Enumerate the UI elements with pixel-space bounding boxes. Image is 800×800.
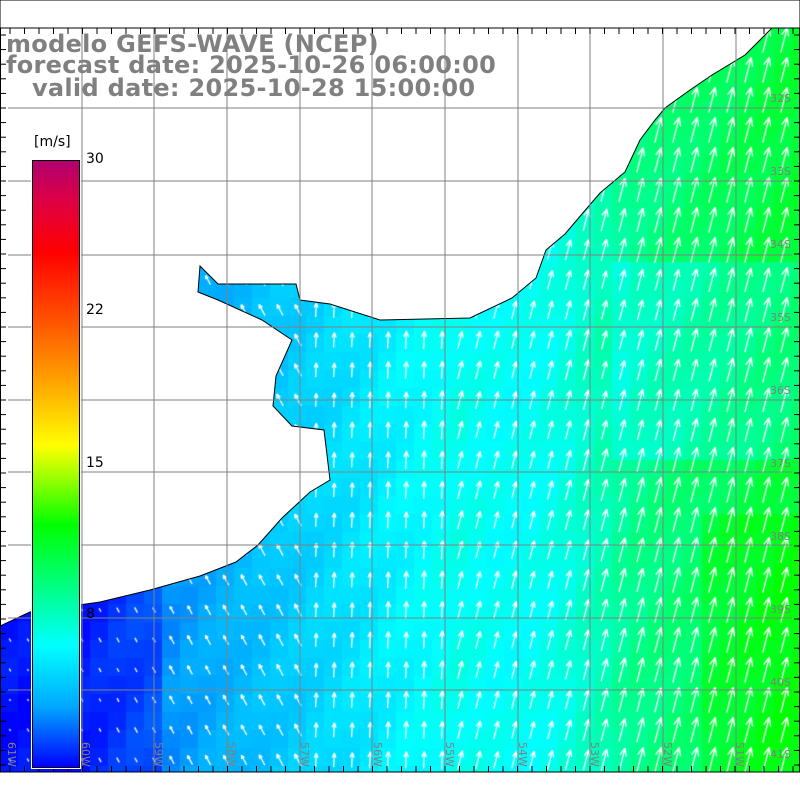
lat-label: 32S bbox=[770, 92, 791, 105]
valid-date: valid date: 2025-10-28 15:00:00 bbox=[6, 74, 476, 102]
lon-label: 54W bbox=[516, 742, 529, 767]
colorbar-label-30: 30 bbox=[86, 151, 104, 167]
lon-label: 56W bbox=[371, 742, 384, 767]
lon-label: 57W bbox=[298, 742, 311, 767]
colorbar-label-8: 8 bbox=[86, 606, 95, 622]
lon-label: 60W bbox=[79, 742, 92, 767]
lat-label: 39S bbox=[770, 603, 791, 616]
graticule bbox=[8, 28, 792, 772]
lat-label: 34S bbox=[770, 238, 791, 251]
lon-label: 58W bbox=[225, 742, 238, 767]
lat-label: 35S bbox=[770, 311, 791, 324]
lon-label: 55W bbox=[443, 742, 456, 767]
lon-label: 59W bbox=[152, 742, 165, 767]
model-title: modelo GEFS-WAVE (NCEP) bbox=[6, 30, 379, 58]
lon-label: 52W bbox=[661, 742, 674, 767]
lat-label: 38S bbox=[770, 530, 791, 543]
colorbar bbox=[32, 160, 80, 768]
lat-label: 33S bbox=[770, 165, 791, 178]
colorbar-unit: [m/s] bbox=[34, 134, 71, 150]
lat-label: 36S bbox=[770, 384, 791, 397]
lat-label: 41S bbox=[770, 748, 791, 761]
lon-label: 61W bbox=[5, 742, 18, 767]
forecast-date: forecast date: 2025-10-26 06:00:00 bbox=[6, 51, 497, 79]
colorbar-label-22: 22 bbox=[86, 302, 104, 318]
lon-label: 53W bbox=[588, 742, 601, 767]
lat-label: 37S bbox=[770, 457, 791, 470]
lon-label: 51W bbox=[733, 742, 746, 767]
colorbar-label-15: 15 bbox=[86, 455, 104, 471]
lat-label: 40S bbox=[770, 676, 791, 689]
